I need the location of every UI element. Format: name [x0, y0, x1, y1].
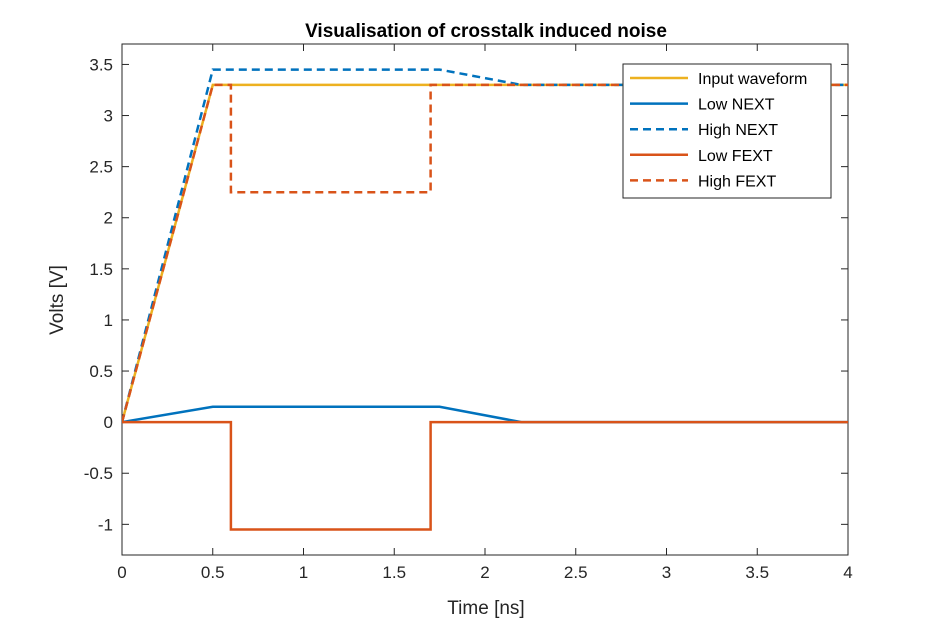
chart-title: Visualisation of crosstalk induced noise: [305, 21, 667, 42]
x-tick-label: 0: [117, 563, 126, 582]
x-axis-title: Time [ns]: [447, 598, 524, 619]
x-tick-label: 1.5: [382, 563, 406, 582]
legend-label: High NEXT: [698, 122, 778, 139]
legend-label: Low FEXT: [698, 148, 773, 165]
y-axis-title: Volts [V]: [47, 265, 68, 335]
y-tick-label: -0.5: [84, 464, 113, 483]
x-tick-label: 2: [480, 563, 489, 582]
y-tick-label: 3.5: [89, 55, 113, 74]
x-tick-label: 3: [662, 563, 671, 582]
legend-box: [622, 63, 832, 199]
series-line-high-fext: [122, 83, 848, 423]
y-tick-label: 1.5: [89, 260, 113, 279]
legend-label: High FEXT: [698, 173, 776, 190]
legend-label: Input waveform: [698, 71, 807, 88]
x-tick-label: 1: [299, 563, 308, 582]
y-tick-label: 1: [104, 311, 113, 330]
y-tick-label: 0: [104, 413, 113, 432]
x-tick-label: 0.5: [201, 563, 225, 582]
y-tick-label: -1: [98, 515, 113, 534]
y-tick-label: 3: [104, 107, 113, 126]
y-tick-label: 2.5: [89, 158, 113, 177]
x-tick-label: 4: [843, 563, 852, 582]
legend-label: Low NEXT: [698, 97, 775, 114]
series-line-low-fext: [122, 420, 848, 531]
y-tick-label: 2: [104, 209, 113, 228]
x-tick-label: 2.5: [564, 563, 588, 582]
legend: Input waveform Low NEXT High NEXT Low FEXT H…: [622, 63, 832, 199]
x-tick-label: 3.5: [745, 563, 769, 582]
y-tick-label: 0.5: [89, 362, 113, 381]
